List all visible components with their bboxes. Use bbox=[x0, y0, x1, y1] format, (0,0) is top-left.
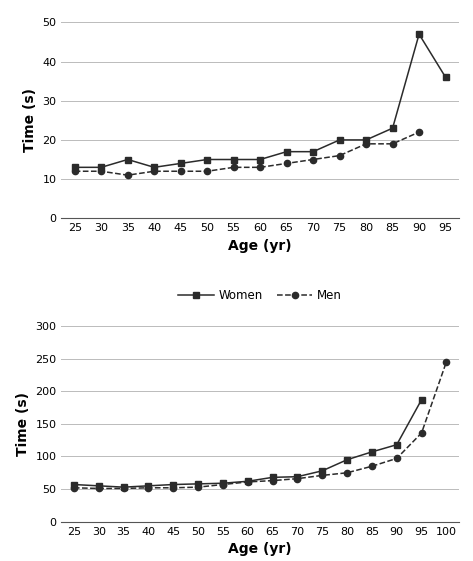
Women bbox=[419, 396, 424, 403]
Women bbox=[231, 156, 236, 163]
Line: Men: Men bbox=[71, 129, 422, 178]
Legend: Women, Men: Women, Men bbox=[178, 289, 342, 302]
Women bbox=[416, 31, 422, 38]
Women bbox=[394, 442, 400, 448]
Men bbox=[257, 164, 263, 171]
Y-axis label: Time (s): Time (s) bbox=[23, 88, 37, 153]
Women bbox=[96, 482, 102, 489]
Women bbox=[390, 125, 395, 131]
Women bbox=[71, 481, 77, 488]
Women bbox=[220, 480, 226, 486]
Men bbox=[96, 485, 102, 492]
Men bbox=[295, 475, 300, 482]
Men bbox=[337, 152, 342, 159]
Women bbox=[98, 164, 104, 171]
Men bbox=[319, 472, 325, 479]
Line: Women: Women bbox=[71, 31, 449, 171]
Men bbox=[444, 358, 449, 365]
Men bbox=[204, 168, 210, 174]
Women bbox=[369, 449, 375, 456]
Women bbox=[363, 136, 369, 143]
Women bbox=[443, 74, 448, 81]
Women bbox=[121, 484, 126, 490]
Women bbox=[146, 482, 151, 489]
Men bbox=[178, 168, 184, 174]
Men bbox=[369, 463, 375, 470]
Men bbox=[363, 140, 369, 147]
Men bbox=[72, 168, 78, 174]
Men bbox=[344, 470, 350, 476]
Women bbox=[170, 481, 176, 488]
Men bbox=[270, 477, 275, 484]
Men bbox=[195, 484, 201, 490]
Men bbox=[394, 455, 400, 462]
Men bbox=[71, 485, 77, 491]
Men bbox=[390, 140, 395, 147]
Men bbox=[151, 168, 157, 174]
Men bbox=[310, 156, 316, 163]
Women bbox=[270, 474, 275, 481]
Men bbox=[170, 485, 176, 491]
Women bbox=[151, 164, 157, 171]
Men bbox=[121, 485, 126, 492]
Line: Men: Men bbox=[71, 358, 449, 491]
Men bbox=[125, 172, 131, 178]
Women bbox=[245, 478, 251, 485]
Women bbox=[178, 160, 184, 167]
Men bbox=[419, 430, 424, 436]
Men bbox=[98, 168, 104, 174]
X-axis label: Age (yr): Age (yr) bbox=[228, 238, 292, 252]
Line: Women: Women bbox=[71, 397, 425, 490]
Women bbox=[337, 136, 342, 143]
Women bbox=[125, 156, 131, 163]
Men bbox=[284, 160, 289, 167]
Women bbox=[284, 148, 289, 155]
Women bbox=[310, 148, 316, 155]
Women bbox=[344, 456, 350, 463]
Women bbox=[257, 156, 263, 163]
Women bbox=[72, 164, 78, 171]
Women bbox=[295, 473, 300, 480]
Men bbox=[146, 485, 151, 491]
Men bbox=[416, 128, 422, 135]
X-axis label: Age (yr): Age (yr) bbox=[228, 542, 292, 556]
Women bbox=[204, 156, 210, 163]
Women bbox=[195, 481, 201, 488]
Y-axis label: Time (s): Time (s) bbox=[16, 392, 30, 456]
Men bbox=[245, 479, 251, 485]
Women bbox=[319, 467, 325, 474]
Men bbox=[220, 481, 226, 488]
Men bbox=[231, 164, 236, 171]
